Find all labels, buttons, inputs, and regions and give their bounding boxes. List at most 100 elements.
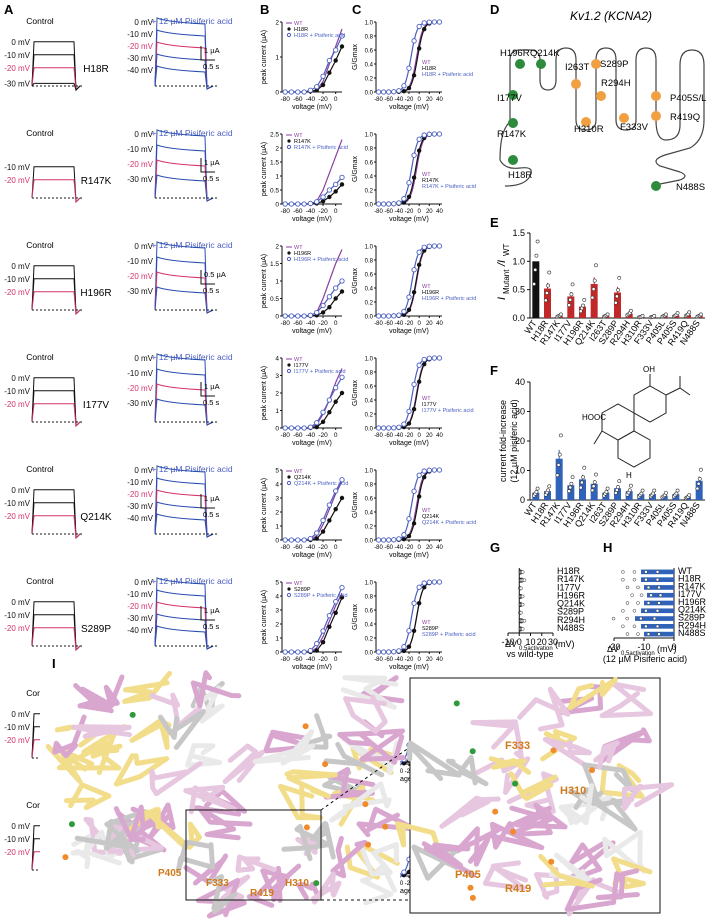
hbar-dot [657,585,661,590]
gv-legend-mutant: H18R [422,66,436,72]
drug-voltage-label: 0 mV [134,130,153,139]
gv-x-label: voltage (mV) [389,664,429,671]
iv-legend-mutant-swatch [287,139,291,143]
control-trace [31,166,81,204]
iv-y-tick-label: 5 [275,580,279,587]
gv-x-tick-label: -20 [405,433,414,439]
gv-y-tick-label: 0.2 [365,189,374,195]
gv-y-label: G/Gmax [352,491,359,518]
gv-y-label: G/Gmax [352,267,359,294]
gv-y-tick-label: 1.0 [365,469,374,475]
hbar-dot [655,570,660,574]
protein-ribbon [439,795,501,829]
drug-voltage-label: -30 mV [127,54,153,63]
iv-y-tick-label: 2 [275,391,279,398]
chem-label-h: H [626,471,632,480]
protein-ribbon [356,806,417,838]
protein-ribbon [185,743,223,768]
iv-legend-drug: H18R + Pisiferic acid [294,33,345,39]
iv-legend-mutant: I177V [294,363,309,369]
gv-x-tick-label: -40 [395,545,404,551]
gv-drug-point [406,65,412,71]
topology-mutation-green [536,59,546,69]
hbar-dot [625,585,630,590]
gv-x-tick-label: 40 [436,209,443,215]
gv-drug-point [380,425,387,431]
control-voltage-label: -10 mV [4,611,30,620]
zoom-label-h310: H310 [560,785,586,797]
iv-drug-line [285,479,343,541]
gv-mutant-point [416,494,422,499]
bar-dot [535,486,540,491]
iv-legend-drug-swatch [286,256,292,262]
gv-drug-point [436,19,443,25]
gv-x-tick-label: 0 [417,321,421,327]
scale-bar [200,158,215,173]
iv-x-tick-label: -60 [293,432,303,439]
gv-y-tick-label: 0.0 [365,651,374,657]
drug-voltage-label: -30 mV [127,399,153,408]
gv-drug-point [391,649,397,655]
gv-mutant-curve [378,357,440,429]
gv-drug-point [386,201,392,207]
hbar-dot [646,585,651,590]
gv-drug-point [431,243,438,249]
gv-drug-point [426,579,432,585]
gv-drug-point [380,201,387,207]
control-voltage-label: -20 mV [4,176,30,185]
bar-dot [629,483,633,488]
gv-drug-point [386,313,392,319]
bar-y-tick-label: 1.0 [512,256,525,266]
iv-drug-line [285,280,343,317]
gv-drug-point [396,312,402,318]
bar-dot [699,467,703,472]
iv-mutant-point [320,199,326,204]
iv-mutant-point [339,595,345,600]
gv-drug-curve [378,245,440,317]
scale-bar [200,494,215,509]
iv-drug-line [285,35,343,93]
iv-legend-drug-swatch [286,368,292,374]
drug-trace [154,477,214,538]
control-voltage-label: -10 mV [4,387,30,396]
gv-drug-point [386,537,392,543]
iv-drug-line [285,587,343,653]
control-trace [31,403,81,428]
gv-mutant-point [422,26,427,32]
bar [614,292,621,318]
hbar-dot [632,570,637,574]
gv-mutant-point [411,175,417,180]
g-x-label-unit: (mV) [555,639,575,649]
gv-legend-wt: WT [422,396,431,402]
bar-dot [557,452,562,457]
gv-legend-mutant: H196R [422,290,439,296]
protein-ribbon [252,729,316,766]
g-x-label-2: vs wild-type [506,649,553,659]
drug-trace [154,286,214,314]
drug-voltage-label: -20 mV [127,384,153,393]
bar [625,491,633,500]
protein-ribbon [113,804,146,843]
residue-sidechain [467,884,474,891]
control-trace [31,601,81,652]
gv-legend-drug: I177V + Pisiferic acid [422,408,474,414]
drug-trace [154,41,214,90]
drug-trace [154,398,214,426]
drug-voltage-label: -10 mV [127,478,153,487]
iv-drug-point [301,89,307,95]
gv-y-tick-label: 0.0 [365,203,374,209]
bar-dot [547,270,552,275]
iv-legend-wt: WT [294,245,303,251]
h-x-label-unit: (mV) [657,644,677,654]
drug-voltage-label: -10 mV [127,369,153,378]
drug-voltage-label: -30 mV [127,614,153,623]
iv-y-tick-label: 1 [275,174,279,181]
iv-drug-point [339,584,345,591]
iv-drug-point [339,477,345,483]
drug-trace [154,256,214,314]
zoom-box [185,809,322,901]
panel-label-f: F [490,363,498,378]
topology-mutation-orange [571,79,581,89]
iv-y-tick-label: 1.5 [270,261,279,268]
bar-dot [568,297,573,302]
